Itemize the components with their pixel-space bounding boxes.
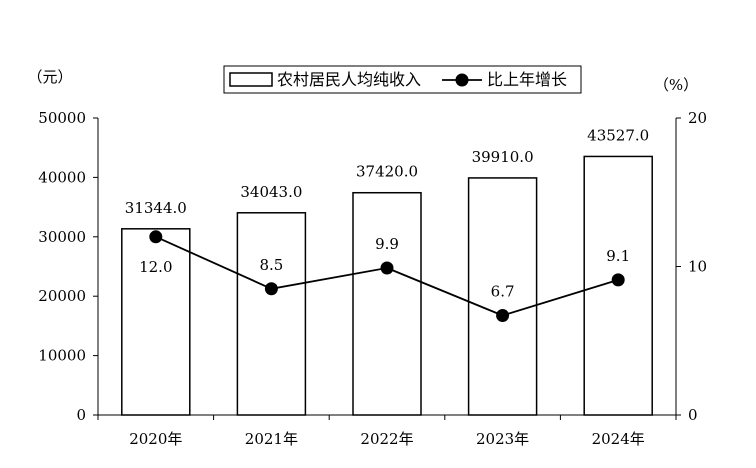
bar: [236, 212, 307, 416]
line-point: [149, 230, 163, 244]
bar-data-label: 43527.0: [587, 126, 649, 144]
y-left-tick-label: 40000: [38, 168, 86, 186]
bar-data-label: 34043.0: [240, 183, 302, 201]
y-right-tick-label: 0: [688, 406, 698, 424]
legend-line-label: 比上年增长: [487, 70, 567, 89]
y-left-unit-label: （元）: [27, 68, 72, 86]
legend-line-marker: [455, 73, 469, 87]
y-right-tick-label: 20: [688, 109, 707, 127]
line-data-label: 12.0: [139, 258, 172, 276]
data-labels: 31344.0 34043.0 37420.0 39910.0 43527.0 12.0 8…: [125, 126, 649, 300]
bar-series: [121, 155, 653, 416]
line-data-label: 6.7: [491, 283, 515, 301]
bar-data-label: 39910.0: [472, 148, 534, 166]
bar-data-label: 31344.0: [125, 199, 187, 217]
y-left-tick-label: 20000: [38, 287, 86, 305]
y-left-tick-label: 50000: [38, 109, 86, 127]
line-point: [264, 282, 278, 296]
x-tick-label: 2020年: [129, 430, 182, 448]
bar: [352, 191, 422, 416]
line-data-label: 9.9: [375, 235, 399, 253]
y-left-tick-label: 30000: [38, 228, 86, 246]
bar: [467, 177, 538, 416]
y-right-tick-label: 10: [688, 258, 707, 276]
x-tick-label: 2024年: [592, 430, 645, 448]
line-data-label: 9.1: [606, 247, 630, 265]
line-series: [149, 230, 625, 323]
bar-data-label: 37420.0: [356, 163, 418, 181]
y-left-tick-label: 10000: [38, 347, 86, 365]
legend-bar-label: 农村居民人均纯收入: [277, 70, 421, 89]
legend-box: [223, 65, 582, 94]
y-left-tick-label: 0: [76, 406, 86, 424]
x-tick-label: 2021年: [245, 430, 298, 448]
x-tick-label: 2022年: [360, 430, 413, 448]
axes: 0 10000 20000 30000 40000 50000 0 10 20 2020年 2021…: [27, 68, 707, 448]
bar: [121, 228, 191, 416]
line-point: [380, 261, 394, 275]
line-point: [611, 273, 625, 287]
line-data-label: 8.5: [259, 256, 283, 274]
x-tick-label: 2023年: [476, 430, 529, 448]
legend-bar-swatch: [229, 72, 273, 87]
y-right-unit-label: （%）: [654, 76, 698, 94]
line-point: [496, 309, 510, 323]
legend: 农村居民人均纯收入 比上年增长: [223, 65, 582, 94]
